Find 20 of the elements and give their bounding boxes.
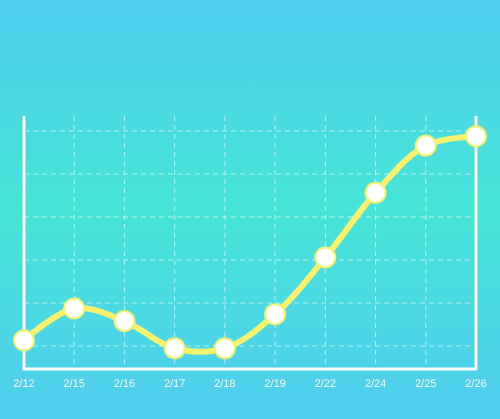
x-tick-label: 2/17 xyxy=(164,378,186,390)
point xyxy=(264,303,286,326)
x-tick-label: 2/16 xyxy=(114,378,136,390)
x-tick-label: 2/26 xyxy=(465,378,487,390)
point xyxy=(465,125,487,148)
x-tick-label: 2/22 xyxy=(314,378,336,390)
x-tick-label: 2/24 xyxy=(364,378,386,390)
point xyxy=(314,246,336,269)
x-tick-label: 2/19 xyxy=(264,378,286,390)
point xyxy=(414,134,437,157)
x-tick-label: 2/15 xyxy=(64,378,85,390)
point xyxy=(63,297,86,320)
point xyxy=(214,337,236,360)
x-tick-label: 2/25 xyxy=(415,378,436,390)
point xyxy=(13,329,35,352)
point xyxy=(164,337,186,360)
x-tick-label: 2/12 xyxy=(13,378,35,390)
point xyxy=(113,310,136,332)
x-tick-label: 2/18 xyxy=(214,378,236,390)
point xyxy=(364,182,387,204)
